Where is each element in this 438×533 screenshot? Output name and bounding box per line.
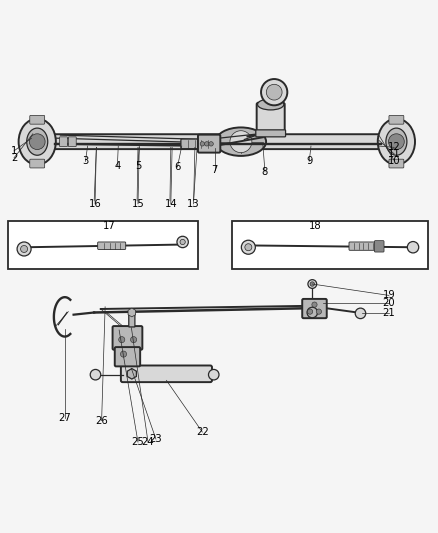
FancyBboxPatch shape (198, 135, 220, 152)
Text: 21: 21 (382, 309, 396, 318)
Ellipse shape (27, 128, 48, 155)
Text: 4: 4 (114, 161, 120, 171)
Text: 16: 16 (88, 199, 102, 209)
Ellipse shape (215, 127, 266, 156)
FancyBboxPatch shape (8, 221, 198, 269)
Circle shape (307, 309, 313, 314)
Circle shape (308, 280, 317, 288)
Circle shape (310, 282, 314, 286)
Text: 11: 11 (388, 149, 401, 159)
FancyBboxPatch shape (60, 137, 67, 147)
FancyBboxPatch shape (389, 115, 404, 124)
Circle shape (209, 142, 213, 146)
Text: 15: 15 (131, 199, 145, 209)
Ellipse shape (258, 99, 284, 110)
FancyBboxPatch shape (30, 115, 45, 124)
Circle shape (316, 309, 321, 314)
FancyBboxPatch shape (349, 242, 381, 251)
FancyBboxPatch shape (256, 130, 286, 137)
Text: 10: 10 (388, 156, 400, 166)
Text: 5: 5 (135, 161, 141, 171)
Circle shape (307, 307, 318, 318)
Circle shape (29, 134, 45, 150)
Circle shape (389, 134, 404, 150)
Text: 20: 20 (383, 298, 395, 308)
Circle shape (131, 336, 137, 343)
Text: 24: 24 (142, 437, 154, 447)
Text: 26: 26 (95, 416, 108, 426)
FancyBboxPatch shape (389, 159, 404, 168)
Text: 14: 14 (165, 199, 177, 209)
Circle shape (200, 142, 205, 146)
Circle shape (208, 369, 219, 380)
Circle shape (312, 302, 317, 307)
Text: 1: 1 (11, 146, 17, 156)
Text: 12: 12 (388, 142, 401, 152)
Text: 13: 13 (187, 199, 200, 209)
Text: 9: 9 (306, 156, 312, 166)
FancyBboxPatch shape (49, 134, 392, 149)
Text: 19: 19 (382, 290, 396, 301)
Text: 23: 23 (150, 434, 162, 444)
FancyBboxPatch shape (257, 103, 285, 135)
Text: 8: 8 (262, 167, 268, 177)
Text: 7: 7 (212, 165, 218, 175)
FancyBboxPatch shape (374, 241, 384, 252)
Text: 6: 6 (174, 162, 180, 172)
FancyBboxPatch shape (121, 366, 212, 382)
FancyBboxPatch shape (129, 313, 135, 327)
FancyBboxPatch shape (232, 221, 428, 269)
Circle shape (90, 369, 101, 380)
Circle shape (17, 242, 31, 256)
Circle shape (120, 351, 127, 357)
FancyBboxPatch shape (68, 137, 76, 147)
Circle shape (261, 79, 287, 106)
Circle shape (355, 308, 366, 319)
Circle shape (119, 336, 125, 343)
Circle shape (177, 236, 188, 248)
FancyBboxPatch shape (302, 299, 327, 318)
Ellipse shape (18, 119, 56, 165)
Text: 25: 25 (131, 437, 145, 447)
Circle shape (241, 240, 255, 254)
Circle shape (21, 246, 28, 253)
Text: 2: 2 (11, 153, 17, 163)
FancyBboxPatch shape (115, 347, 140, 366)
FancyBboxPatch shape (98, 242, 126, 249)
FancyBboxPatch shape (113, 326, 142, 350)
Text: 22: 22 (196, 427, 209, 437)
Circle shape (266, 84, 282, 100)
Text: 3: 3 (82, 156, 88, 166)
Circle shape (245, 244, 252, 251)
Circle shape (407, 241, 419, 253)
Circle shape (230, 131, 252, 152)
Circle shape (205, 142, 209, 146)
FancyBboxPatch shape (181, 139, 211, 149)
Text: 27: 27 (58, 414, 71, 424)
FancyBboxPatch shape (30, 159, 45, 168)
Ellipse shape (386, 128, 407, 155)
Text: 18: 18 (309, 221, 321, 231)
Text: 17: 17 (103, 221, 116, 231)
Ellipse shape (378, 119, 415, 165)
Circle shape (180, 239, 185, 245)
